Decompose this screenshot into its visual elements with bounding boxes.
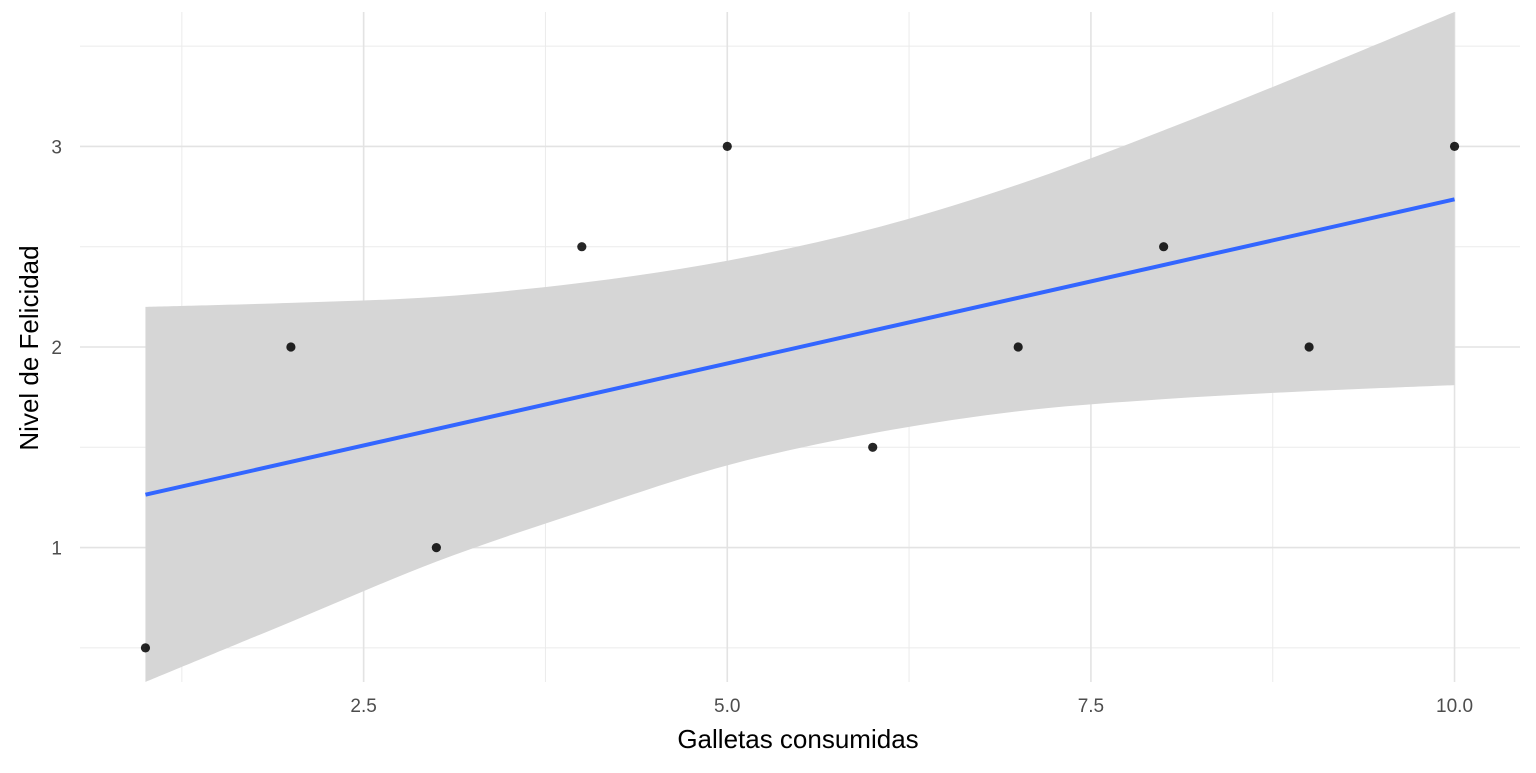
y-tick-label: 3 [51, 137, 62, 158]
x-axis-tick-labels: 2.5 5.0 7.5 10.0 [350, 696, 1473, 717]
x-tick-label: 10.0 [1436, 696, 1473, 717]
data-point [431, 542, 441, 553]
x-tick-label: 2.5 [350, 696, 376, 717]
regression-line [145, 197, 1455, 497]
data-point [140, 643, 151, 653]
y-axis-tick-labels: 1 2 3 [51, 137, 62, 559]
y-axis-title: Nivel de Felicidad [14, 245, 44, 450]
regression-line-layer [145, 197, 1455, 497]
y-tick-label: 1 [51, 539, 62, 560]
x-tick-label: 5.0 [714, 696, 740, 717]
x-axis-title: Galletas consumidas [677, 724, 918, 754]
x-tick-label: 7.5 [1078, 696, 1104, 717]
data-points-layer [140, 141, 1460, 653]
data-point [577, 242, 587, 252]
data-point [868, 442, 878, 452]
data-point [722, 141, 732, 152]
data-point [1013, 342, 1023, 352]
data-point [286, 342, 296, 352]
data-point [1159, 242, 1169, 252]
y-tick-label: 2 [51, 338, 62, 359]
data-point [1449, 141, 1460, 152]
data-point [1304, 342, 1314, 352]
